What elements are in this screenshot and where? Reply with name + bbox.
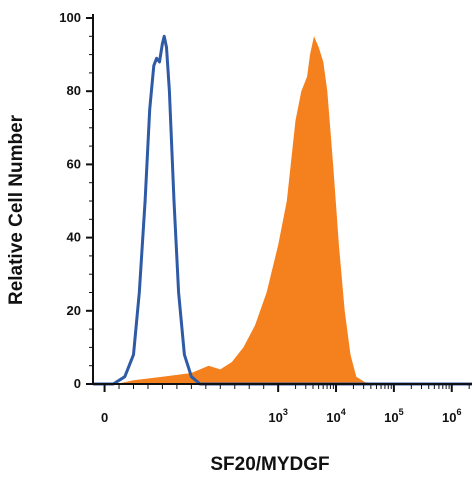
x-tick-label: 105 bbox=[384, 407, 403, 425]
x-tick-label: 104 bbox=[326, 407, 345, 425]
y-tick-label: 0 bbox=[74, 376, 81, 391]
y-tick-label: 100 bbox=[59, 10, 81, 25]
axes: 0 20 40 60 80 100 0 103 104 105 106 bbox=[59, 10, 472, 425]
y-tick-label: 20 bbox=[67, 303, 81, 318]
y-tick-label: 80 bbox=[67, 83, 81, 98]
y-tick-label: 40 bbox=[67, 230, 81, 245]
series-filled-histogram bbox=[116, 36, 394, 385]
y-axis-title: Relative Cell Number bbox=[6, 114, 27, 305]
series-outline-histogram bbox=[93, 34, 472, 386]
x-axis-title: SF20/MYDGF bbox=[210, 454, 329, 475]
plot-area bbox=[93, 34, 472, 386]
x-tick-label: 103 bbox=[268, 407, 287, 425]
x-tick-label: 0 bbox=[101, 410, 108, 425]
x-tick-label: 106 bbox=[442, 407, 461, 425]
y-tick-label: 60 bbox=[67, 156, 81, 171]
